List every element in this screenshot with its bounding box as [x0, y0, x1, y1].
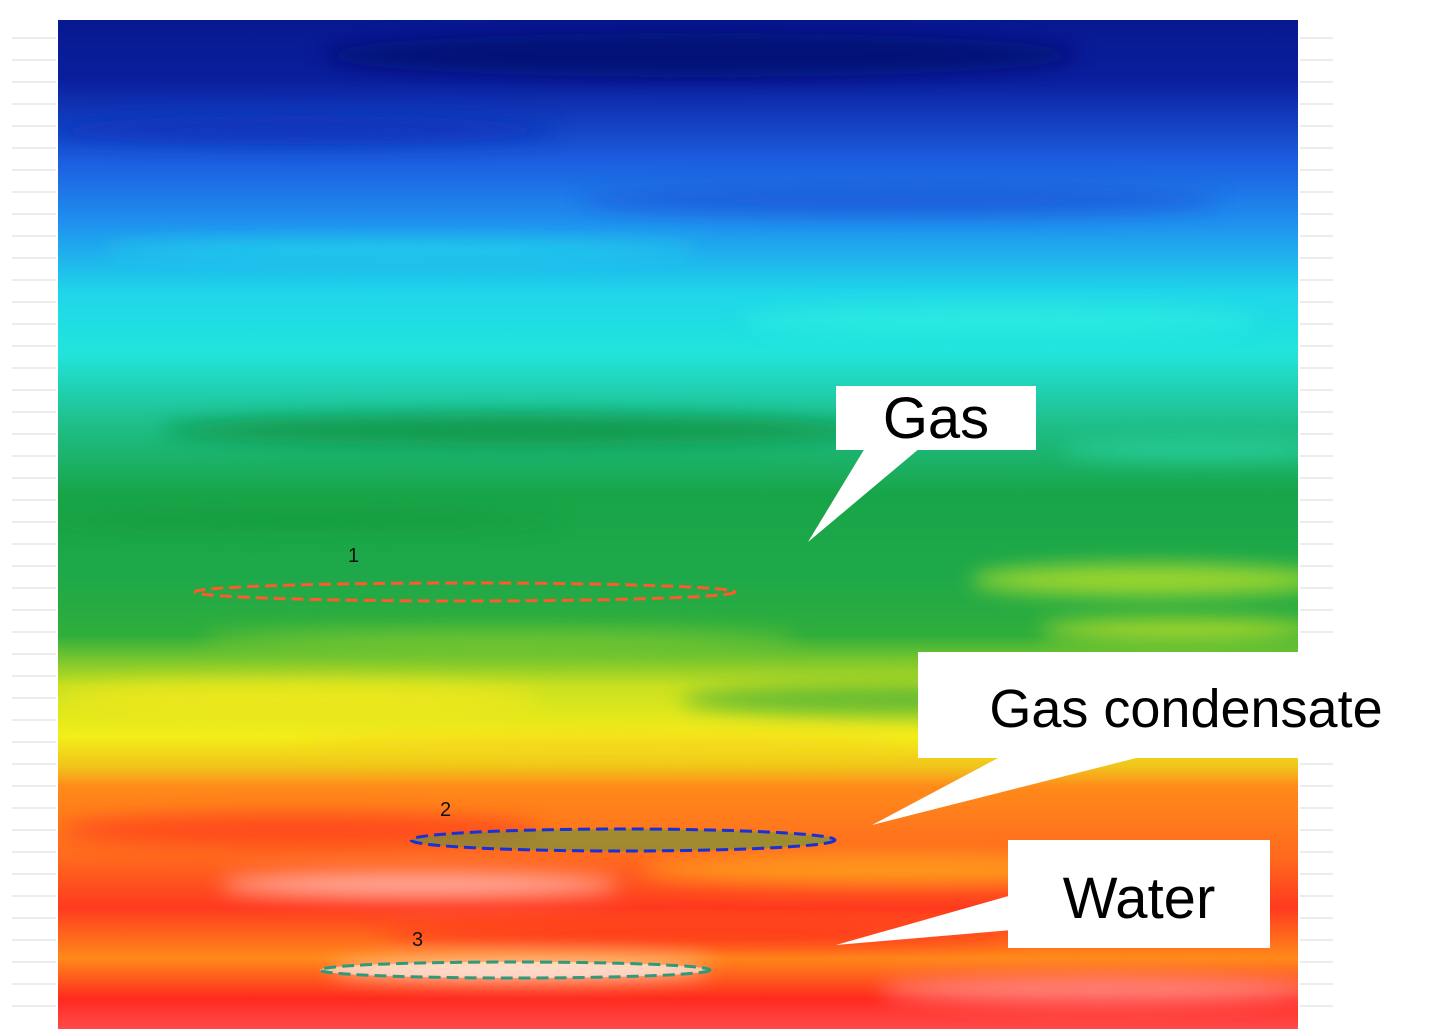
zone-2-number: 2	[440, 799, 451, 821]
callout-water-label: Water	[1063, 866, 1216, 931]
zone-1-outline	[193, 581, 737, 603]
zone-1: 1	[193, 545, 737, 603]
callout-gas: Gas	[808, 386, 1036, 542]
callout-gas-box	[836, 386, 1036, 450]
callout-water-box	[1008, 840, 1270, 948]
margin-rule-lines	[12, 37, 1333, 1007]
zone-2-outline	[409, 827, 837, 853]
callout-gas-condensate: Gas condensate	[872, 652, 1443, 825]
zone-1-number: 1	[348, 545, 359, 567]
callout-gas-label: Gas	[883, 386, 989, 451]
callout-water: Water	[836, 840, 1270, 948]
callout-gas-condensate-box	[918, 652, 1443, 758]
zone-3-outline	[318, 960, 712, 980]
callout-gas-condensate-pointer	[872, 757, 1140, 825]
callout-water-pointer	[836, 895, 1012, 945]
zone-3: 3	[318, 929, 712, 980]
zone-2: 2	[409, 799, 837, 853]
zone-3-number: 3	[412, 929, 423, 951]
callout-gas-condensate-label: Gas condensate	[989, 679, 1382, 739]
callout-gas-pointer	[808, 448, 920, 542]
